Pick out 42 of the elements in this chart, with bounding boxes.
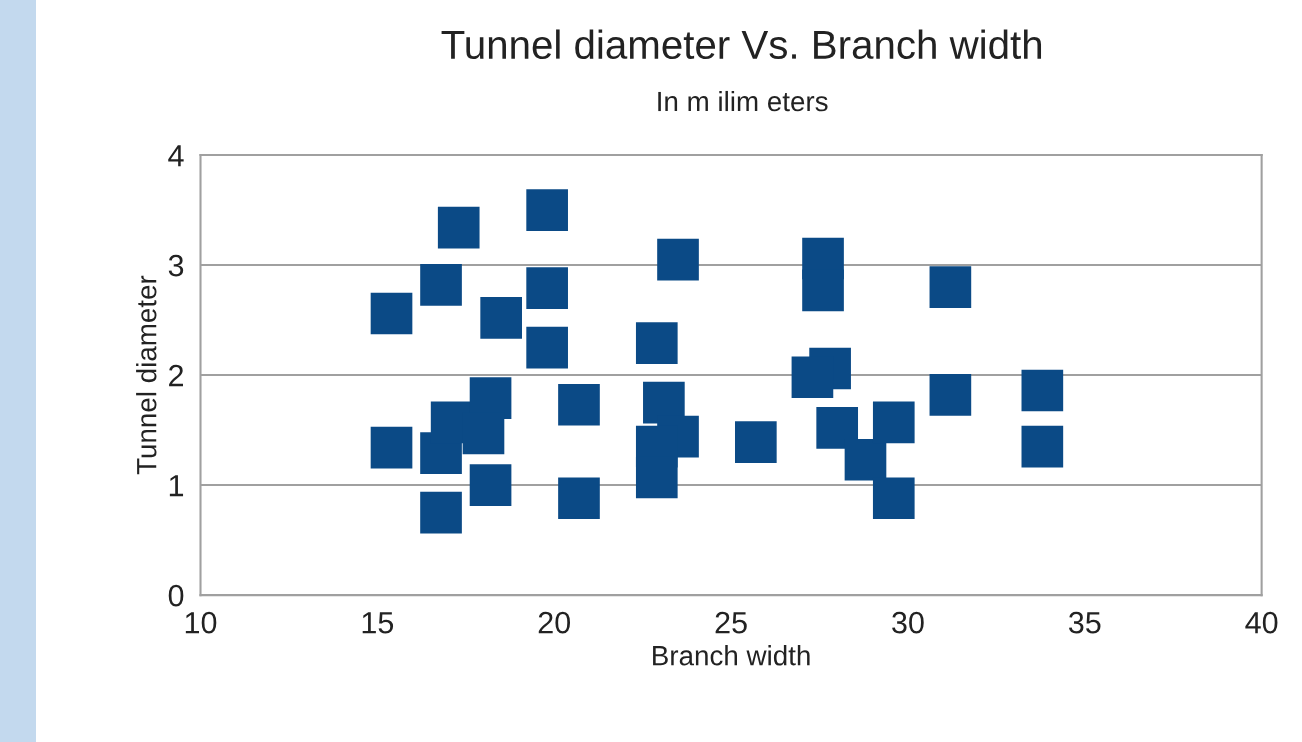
x-tick-label: 15 [362, 612, 394, 634]
chart-title: Tunnel diameter Vs. Branch width [441, 29, 1042, 60]
point [791, 356, 834, 399]
point [420, 264, 462, 306]
point [469, 464, 512, 506]
point [929, 374, 972, 416]
point [816, 407, 859, 449]
point [1021, 369, 1064, 412]
x-tick-label: 40 [1245, 611, 1278, 634]
point [635, 322, 678, 365]
point [526, 326, 568, 369]
point [657, 238, 699, 281]
point [735, 421, 777, 464]
point [1021, 425, 1064, 468]
point [437, 206, 480, 249]
point [370, 292, 413, 335]
point [802, 269, 844, 312]
y-tick-label: 4 [168, 145, 184, 167]
point [420, 491, 462, 534]
point [872, 477, 915, 520]
x-tick-label: 10 [185, 611, 217, 634]
chart-subtitle: In m ilim eters [658, 90, 828, 112]
point [480, 297, 522, 339]
y-tick-label: 3 [168, 254, 184, 277]
point [635, 456, 678, 499]
x-tick-label: 30 [892, 611, 924, 634]
x-tick-label: 35 [1068, 611, 1101, 634]
point [526, 267, 568, 310]
x-tick-label: 20 [538, 611, 571, 634]
x-axis-title: Branch width [653, 645, 810, 666]
point [526, 189, 568, 231]
point [558, 383, 600, 426]
point [370, 426, 413, 469]
y-tick-label: 2 [169, 364, 183, 387]
x-tick-label: 25 [715, 611, 747, 634]
y-axis-title: Tunnel diameter [136, 275, 157, 475]
point [558, 477, 600, 520]
point [872, 401, 915, 444]
y-tick-label: 0 [168, 584, 184, 607]
y-tick-label: 1 [169, 475, 184, 497]
point [844, 438, 887, 481]
point [929, 266, 972, 308]
